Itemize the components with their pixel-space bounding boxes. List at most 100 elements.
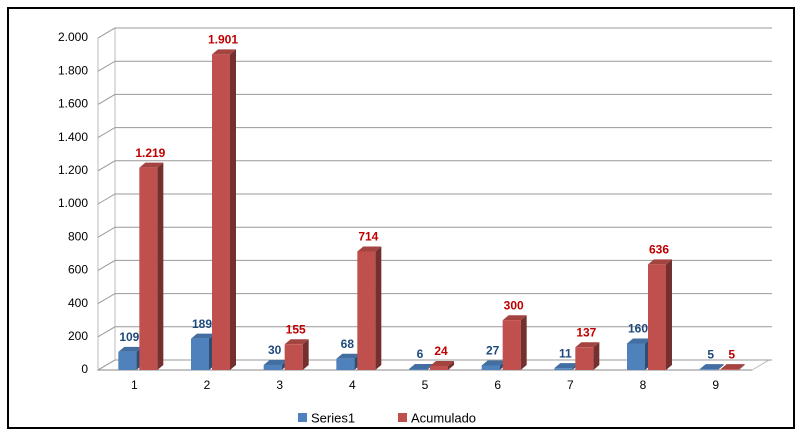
bar [575,347,594,370]
grid-line [97,27,772,39]
value-label: 300 [504,298,524,312]
legend-swatch [298,413,307,422]
bar [263,365,282,370]
bar-top [554,363,579,369]
bar-side [666,259,672,370]
bar-side [157,162,164,370]
value-label: 1.901 [208,33,238,47]
bar [648,264,666,370]
bar-top [118,346,143,352]
bar-top [648,259,672,265]
bar-top [284,339,309,345]
y-tick-label: 800 [68,229,88,243]
legend-label: Acumulado [411,410,476,425]
y-tick-label: 2.000 [58,30,88,44]
value-label: 24 [434,344,448,358]
bar-top [191,333,215,339]
value-label: 27 [486,344,500,358]
x-tick-label: 2 [204,378,211,392]
value-label: 11 [559,346,572,360]
value-label: 636 [649,243,669,257]
bar [502,320,521,370]
value-label: 137 [576,325,596,339]
y-tick-label: 1.600 [58,97,88,111]
bar-side [448,361,454,370]
bar-side [230,49,236,371]
bar [409,369,427,370]
bar [139,167,158,370]
bar-top [720,364,745,370]
value-label: 109 [119,330,139,344]
bar-side [375,246,382,370]
bar-side [717,364,724,370]
x-tick-label: 5 [422,378,429,392]
y-tick-label: 1.800 [58,63,88,77]
bar-top [263,360,288,366]
bar-top [575,342,600,348]
grid-line [97,60,772,72]
value-label: 160 [628,322,648,336]
bar-side [593,342,600,370]
y-tick-label: 200 [68,329,88,343]
bar-top [481,360,506,366]
grid-line [97,226,772,238]
grid-line [97,127,772,139]
bar [720,369,739,370]
bar-top [430,361,454,367]
bar-top [212,49,236,55]
x-tick-label: 9 [712,378,719,392]
grid-line [97,259,772,271]
bar [336,358,355,370]
legend-label: Series1 [311,410,355,425]
x-tick-label: 4 [349,378,356,392]
value-label: 6 [417,347,424,361]
bar [627,343,645,370]
value-label: 30 [268,343,282,357]
value-label: 5 [728,347,735,361]
grid-line [97,293,772,305]
y-tick-label: 1.400 [58,130,88,144]
bar [191,338,209,370]
value-label: 5 [707,347,714,361]
grid-line [97,193,772,205]
bar-side [738,364,745,370]
y-tick-label: 1.200 [58,163,88,177]
bar [118,351,137,370]
value-label: 1.219 [135,146,165,160]
grid-line [97,359,772,371]
x-tick-label: 3 [276,378,283,392]
value-label: 714 [358,230,378,244]
value-label: 68 [341,337,355,351]
bar-top [699,364,724,370]
bar-top [336,353,361,359]
bar-top [357,246,382,252]
bar-side [302,339,309,370]
grid-line [97,93,772,105]
grid-line [97,160,772,172]
bar-top [627,338,651,344]
bar-top [139,162,164,168]
bar [284,344,303,370]
value-label: 189 [192,317,212,331]
bar [212,54,230,371]
grid-line [97,326,772,338]
y-tick-label: 0 [81,362,88,376]
bar [554,368,573,370]
bar [357,251,376,370]
x-tick-label: 6 [494,378,501,392]
bar-top [409,364,433,370]
x-tick-label: 1 [131,378,138,392]
bar [430,366,448,370]
bar [481,365,500,370]
value-label: 155 [286,322,306,336]
y-tick-label: 600 [68,263,88,277]
y-tick-label: 1.000 [58,196,88,210]
legend-swatch [398,413,407,422]
bar-side [520,315,527,370]
x-tick-label: 8 [640,378,647,392]
bar-top [502,315,527,321]
y-tick-label: 400 [68,296,88,310]
bar [699,369,718,370]
x-tick-label: 7 [567,378,574,392]
